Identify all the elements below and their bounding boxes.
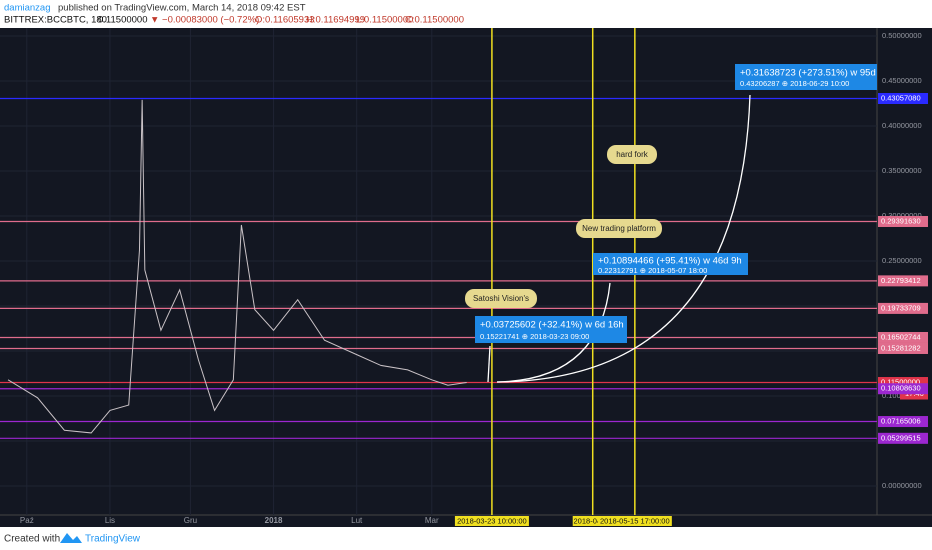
- measure-change: +0.03725602 (+32.41%) w 6d 16h: [480, 320, 624, 331]
- marker-label: 2018-05-15 17:00:00: [600, 516, 670, 525]
- y-tick-label: 0.50000000: [882, 31, 922, 40]
- level-label-bg: [878, 275, 928, 287]
- marker-label: 2018-03-23 10:00:00: [457, 516, 527, 525]
- y-tick-label: 0.45000000: [882, 76, 922, 85]
- level-label-bg: [878, 215, 928, 227]
- level-label-bg: [878, 331, 928, 343]
- level-label-bg: [878, 383, 928, 395]
- measure-target: 0.22312791 ⊕ 2018-05-07 18:00: [598, 266, 707, 275]
- level-label: 0.22793412: [881, 276, 921, 285]
- arrow: [496, 282, 611, 383]
- marker-label-bg: [597, 516, 672, 526]
- level-label-bg: [878, 92, 928, 104]
- level-label-bg: [878, 416, 928, 428]
- level-label: 0.15281282: [881, 343, 921, 352]
- marker-label: 2018-04-30: [574, 516, 612, 525]
- marker-label-bg: [572, 516, 613, 526]
- measure-change: +0.10894466 (+95.41%) w 46d 9h: [598, 256, 742, 267]
- price-line: [7, 99, 467, 434]
- y-tick-label: 0.35000000: [882, 166, 922, 175]
- logo: [60, 533, 82, 543]
- level-label-bg: [878, 432, 928, 444]
- callout-text: New trading platform: [582, 224, 656, 233]
- last-price: 0.11500000: [98, 15, 148, 26]
- y-tick-label: 0.40000000: [882, 121, 922, 130]
- author: damianzag: [4, 3, 50, 14]
- level-label: 0.19733709: [881, 303, 921, 312]
- level-label: 0.11500000: [881, 378, 920, 387]
- callout: [465, 289, 537, 308]
- measure-box: [735, 64, 877, 90]
- annotations: Satoshi Vision's New trading platform ha…: [465, 145, 662, 308]
- y-tick-label: 0.25000000: [882, 256, 922, 265]
- marker-label-bg: [454, 516, 529, 526]
- x-tick-label: 2018: [265, 516, 283, 525]
- arrow: [487, 345, 491, 383]
- ohlc: H:0.11694999: [306, 15, 365, 26]
- level-label: 0.29391630: [881, 216, 921, 225]
- x-tick-label: Lis: [105, 516, 115, 525]
- y-tick-label: 0.00000000: [882, 481, 922, 490]
- level-label: 0.10808630: [881, 384, 921, 393]
- level-label: 0.43057080: [881, 93, 921, 102]
- callout: [576, 219, 662, 238]
- level-label-bg: [878, 302, 928, 314]
- y-tick-label: 0.30000000: [882, 211, 922, 220]
- measure-change: +0.31638723 (+273.51%) w 95d: [740, 68, 876, 79]
- level-label: 0.16502744: [881, 332, 921, 341]
- x-tick-label: Lut: [351, 516, 363, 525]
- x-tick-label: Gru: [184, 516, 197, 525]
- measures: +0.03725602 (+32.41%) w 6d 16h 0.1522174…: [475, 64, 877, 343]
- x-tick-label: Mar: [425, 516, 439, 525]
- arrows: [487, 94, 751, 383]
- level-label-bg: [878, 342, 928, 354]
- measure-box: [593, 253, 748, 275]
- level-label-bg: [878, 377, 928, 389]
- callout-text: Satoshi Vision's: [473, 294, 529, 303]
- published: published on TradingView.com, March 14, …: [58, 3, 306, 14]
- x-tick-label: Paź: [20, 516, 34, 525]
- footer-bg: [0, 527, 932, 550]
- change: ▼ −0.00083000 (−0.72%): [150, 15, 259, 26]
- callout-text: hard fork: [616, 150, 649, 159]
- footer-created: Created with: [4, 534, 60, 545]
- measure-target: 0.15221741 ⊕ 2018-03-23 09:00: [480, 332, 589, 341]
- ohlc: C:0.11500000: [405, 15, 464, 26]
- level-label: 0.07165006: [881, 417, 921, 426]
- level-label: 0.05299515: [881, 433, 921, 442]
- header-bg: [0, 0, 932, 28]
- measure-box: [475, 316, 627, 343]
- symbol: BITTREX:BCCBTC, 180: [4, 15, 107, 26]
- arrow: [496, 94, 751, 383]
- ohlc: L:0.11500000: [356, 15, 413, 26]
- plot-bg: [0, 28, 932, 527]
- measure-target: 0.43206287 ⊕ 2018-06-29 10:00: [740, 79, 849, 88]
- callout: [607, 145, 657, 164]
- footer-brand: TradingView: [85, 534, 141, 545]
- ohlc: O:0.11605933: [255, 15, 315, 26]
